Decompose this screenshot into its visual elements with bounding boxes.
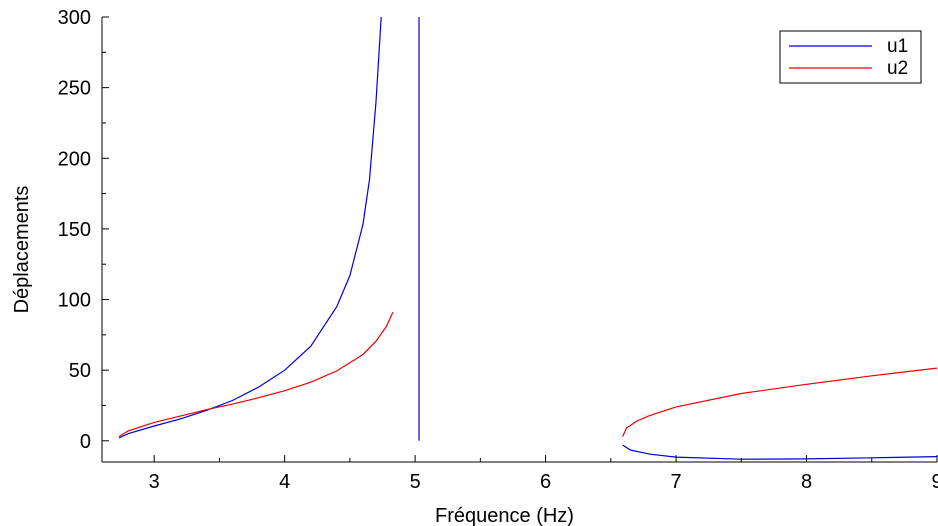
x-tick-label: 9 xyxy=(931,471,938,493)
y-tick-label: 50 xyxy=(69,360,91,382)
legend-label-u2: u2 xyxy=(887,58,908,79)
x-tick-label: 5 xyxy=(410,471,421,493)
x-tick-label: 6 xyxy=(540,471,551,493)
series-line-u1 xyxy=(119,17,381,438)
series-line-u2 xyxy=(119,312,393,436)
series-line-u1 xyxy=(623,445,937,459)
y-tick-label: 0 xyxy=(80,431,91,453)
x-tick-label: 3 xyxy=(149,471,160,493)
y-tick-label: 250 xyxy=(58,78,91,100)
x-tick-label: 7 xyxy=(671,471,682,493)
series-line-u2 xyxy=(623,368,937,437)
legend-label-u1: u1 xyxy=(887,36,908,57)
y-tick-label: 100 xyxy=(58,290,91,312)
y-tick-label: 300 xyxy=(58,7,91,29)
y-tick-label: 150 xyxy=(58,219,91,241)
y-tick-label: 200 xyxy=(58,148,91,170)
x-tick-label: 4 xyxy=(279,471,290,493)
x-tick-label: 8 xyxy=(801,471,812,493)
x-axis-title: Fréquence (Hz) xyxy=(435,505,574,526)
y-axis-title: Déplacements xyxy=(11,186,33,314)
